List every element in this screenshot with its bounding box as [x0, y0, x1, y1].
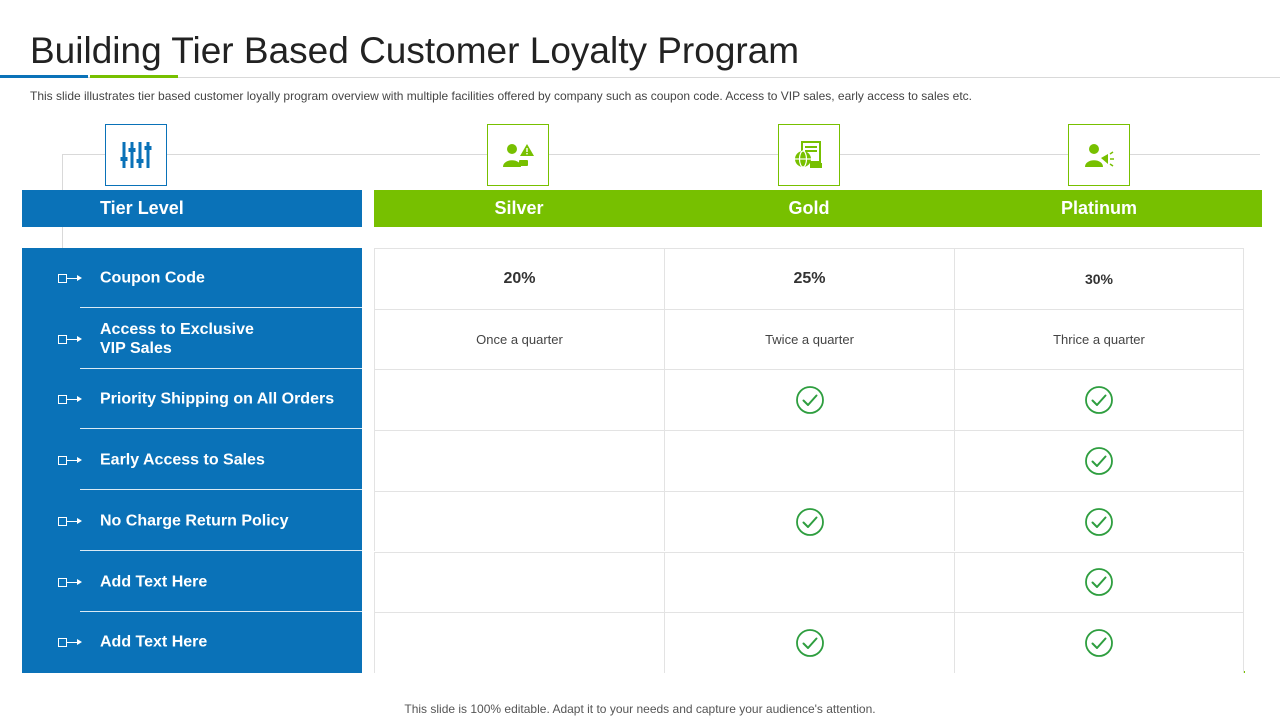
row-divider — [80, 307, 362, 308]
bullet-node — [58, 456, 67, 466]
table-cell — [954, 430, 1244, 491]
arrow-icon — [77, 396, 82, 403]
connector-line-horizontal — [62, 154, 1260, 155]
title-accent-green — [90, 75, 178, 78]
benefit-row: Early Access to Sales — [22, 430, 362, 491]
table-cell: 25% — [664, 248, 954, 309]
tier-header-silver: Silver — [494, 198, 544, 218]
table-cell: Once a quarter — [374, 308, 664, 370]
tier-level-icon-box — [105, 124, 167, 186]
table-cell: Thrice a quarter — [954, 308, 1244, 370]
check-circle-icon — [1085, 447, 1113, 475]
check-circle-icon — [1085, 568, 1113, 597]
row-divider — [80, 549, 362, 551]
bullet-node — [58, 395, 67, 405]
table-cell — [374, 369, 664, 431]
sliders-icon — [120, 142, 152, 168]
table-cell — [664, 551, 954, 613]
tier-names-header: Silver Gold Platinum — [374, 190, 1262, 227]
arrow-icon — [77, 578, 82, 585]
table-cell — [664, 612, 954, 673]
check-circle-icon — [1085, 629, 1113, 657]
bullet-connector — [67, 338, 79, 340]
bullet-node — [58, 638, 67, 648]
table-cell — [374, 490, 664, 552]
benefit-row: Priority Shipping on All Orders — [22, 369, 362, 430]
bullet-node — [58, 577, 67, 587]
platinum-icon-box — [1068, 124, 1130, 186]
benefits-grid: 20% 25% 30% Once a quarter Twice a quarter Th… — [374, 248, 1245, 673]
tier-header-platinum: Platinum — [1060, 198, 1137, 218]
table-cell — [954, 369, 1244, 431]
bullet-connector — [67, 642, 79, 644]
row-divider — [80, 428, 362, 430]
table-cell — [954, 551, 1244, 613]
table-cell — [664, 490, 954, 552]
arrow-icon — [77, 457, 82, 464]
benefit-label: Coupon Code — [100, 269, 205, 287]
bullet-connector — [67, 278, 79, 279]
bullet-node — [58, 274, 67, 283]
footer-note: This slide is 100% editable. Adapt it to… — [404, 702, 876, 716]
benefit-row: Add Text Here — [22, 552, 362, 612]
benefit-row: Access to Exclusive VIP Sales — [22, 309, 362, 369]
cell-value: Twice a quarter — [765, 332, 854, 348]
table-cell — [374, 551, 664, 613]
slide-description: This slide illustrates tier based custom… — [30, 89, 972, 103]
person-megaphone-icon — [1085, 144, 1114, 167]
silver-icon-box — [487, 124, 549, 186]
bullet-connector — [67, 460, 79, 462]
table-cell — [954, 612, 1244, 673]
arrow-icon — [77, 275, 82, 281]
bullet-connector — [67, 581, 79, 583]
table-cell — [374, 612, 664, 673]
check-circle-icon — [795, 629, 824, 657]
table-cell — [954, 490, 1244, 552]
cell-value: 20% — [503, 269, 536, 287]
tier-level-header: Tier Level — [22, 190, 362, 227]
title-accent-blue — [0, 75, 88, 78]
benefit-label: Priority Shipping on All Orders — [100, 390, 335, 408]
arrow-icon — [77, 517, 82, 524]
cell-value: 30% — [1084, 270, 1114, 287]
title-divider — [0, 77, 1280, 78]
cell-value: 25% — [793, 269, 826, 287]
page-title: Building Tier Based Customer Loyalty Pro… — [30, 30, 800, 71]
benefit-label: Add Text Here — [100, 633, 208, 651]
benefit-label: Access to Exclusive VIP Sales — [100, 320, 254, 357]
table-cell — [374, 430, 664, 491]
benefit-row: Add Text Here — [22, 612, 362, 672]
benefits-list: Coupon Code Access to Exclusive VIP Sales… — [22, 248, 362, 673]
table-cell: 30% — [954, 248, 1244, 309]
gold-icon-box — [778, 124, 840, 186]
check-circle-icon — [795, 386, 824, 415]
benefit-row: No Charge Return Policy — [22, 491, 362, 551]
bullet-connector — [67, 399, 79, 401]
cell-value: Thrice a quarter — [1053, 332, 1145, 348]
row-divider — [80, 367, 362, 369]
check-circle-icon — [795, 507, 824, 536]
person-alert-icon — [503, 144, 534, 167]
bullet-node — [58, 516, 67, 526]
benefit-label: Early Access to Sales — [100, 451, 265, 469]
global-document-icon — [795, 141, 822, 168]
table-cell: Twice a quarter — [664, 308, 954, 370]
benefit-row: Coupon Code — [22, 248, 362, 308]
benefit-label: No Charge Return Policy — [100, 512, 289, 530]
table-cell — [664, 369, 954, 431]
bullet-node — [58, 334, 67, 344]
arrow-icon — [77, 335, 82, 342]
benefit-label: Add Text Here — [100, 573, 208, 590]
cell-value: Once a quarter — [476, 332, 563, 348]
table-cell: 20% — [374, 248, 664, 309]
tier-header-gold: Gold — [788, 198, 830, 218]
check-circle-icon — [1085, 507, 1113, 536]
row-divider — [80, 610, 362, 612]
bullet-connector — [67, 520, 79, 522]
table-cell — [664, 430, 954, 491]
row-divider — [80, 489, 362, 491]
arrow-icon — [77, 639, 82, 646]
check-circle-icon — [1085, 386, 1113, 415]
